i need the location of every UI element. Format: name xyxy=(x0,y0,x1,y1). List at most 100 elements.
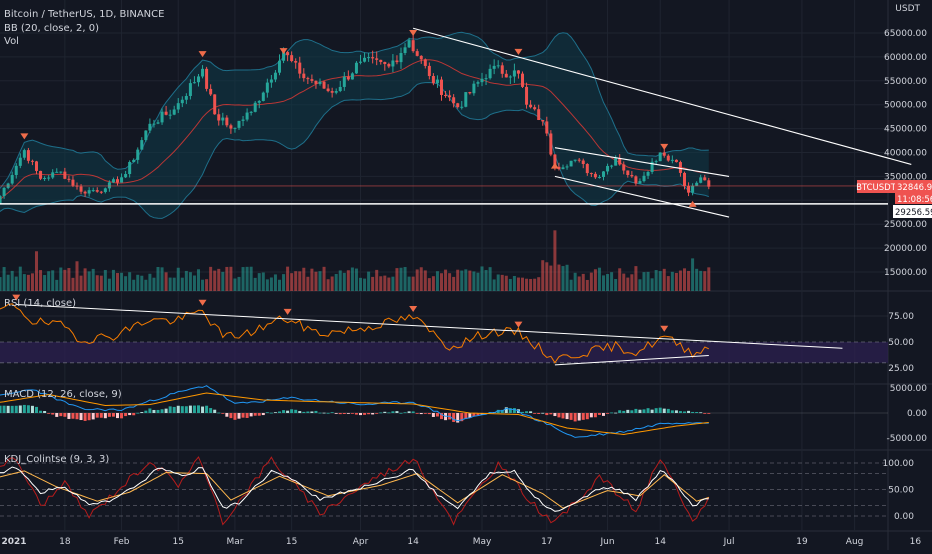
macd-histogram-bar xyxy=(346,413,350,414)
marker-below xyxy=(550,162,559,169)
candle-body xyxy=(103,188,107,193)
volume-bar xyxy=(91,268,95,291)
macd-histogram-bar xyxy=(6,405,10,413)
rsi-pane[interactable] xyxy=(0,294,888,366)
macd-histogram-bar xyxy=(512,408,516,413)
time-axis-tick: 19 xyxy=(796,537,808,547)
candle-body xyxy=(391,60,395,67)
volume-bar xyxy=(359,277,362,291)
volume-bar xyxy=(120,272,124,291)
candle-body xyxy=(261,92,265,101)
time-axis-tick: 15 xyxy=(286,537,297,547)
candle-body xyxy=(290,55,294,62)
candle-body xyxy=(136,149,140,160)
candle-body xyxy=(650,161,654,172)
volume-bar xyxy=(26,274,30,291)
macd-histogram-bar xyxy=(10,405,14,413)
time-axis-tick: Feb xyxy=(114,537,130,547)
candle-body xyxy=(581,160,585,165)
macd-axis-tick: 0.00 xyxy=(907,409,927,419)
kdj-pane[interactable] xyxy=(0,456,888,526)
macd-histogram-bar xyxy=(257,413,261,416)
candle-body xyxy=(79,186,83,192)
volume-bar xyxy=(395,268,399,291)
candle-body xyxy=(549,133,553,155)
macd-histogram-bar xyxy=(662,408,666,413)
macd-histogram-bar xyxy=(642,409,646,413)
price-axis[interactable]: 15000.00 20000.00 25000.00 35000.00 40000.00… xyxy=(883,29,928,522)
price-tag-bg xyxy=(895,180,932,193)
candle-body xyxy=(440,79,443,95)
macd-pane[interactable] xyxy=(0,385,888,438)
volume-bar xyxy=(156,266,160,291)
volume-bar xyxy=(472,271,476,291)
time-axis[interactable]: 2021 18 Feb 15 Mar 15 Apr 14 May 17 Jun 14 Jul 19 Aug 1… xyxy=(1,537,921,547)
candle-body xyxy=(468,92,472,94)
time-axis-tick: 18 xyxy=(59,537,71,547)
candle-body xyxy=(35,161,38,171)
volume-bar xyxy=(666,276,670,291)
candle-body xyxy=(634,176,638,184)
candle-body xyxy=(63,171,67,179)
rsi-legend[interactable]: RSI (14, close) xyxy=(4,298,76,309)
volume-bar xyxy=(626,277,630,291)
macd-histogram-bar xyxy=(634,408,638,413)
volume-bar xyxy=(221,271,225,291)
candle-body xyxy=(521,73,524,87)
rsi-trendline xyxy=(554,355,709,366)
macd-histogram-bar xyxy=(650,409,654,413)
macd-histogram-bar xyxy=(537,413,541,414)
volume-bar xyxy=(290,273,294,291)
candle-body xyxy=(160,111,164,123)
volume-bar xyxy=(233,278,237,291)
candlesticks[interactable] xyxy=(0,33,711,205)
drawing-lines[interactable] xyxy=(0,27,912,218)
time-axis-tick: 14 xyxy=(654,537,666,547)
time-axis-tick: Jul xyxy=(723,537,735,547)
candle-body xyxy=(504,73,508,78)
volume-bar xyxy=(144,279,148,291)
volume-bar xyxy=(273,274,277,291)
macd-histogram-bar xyxy=(306,411,310,413)
volume-bar xyxy=(565,264,569,291)
macd-histogram-bar xyxy=(269,412,273,414)
volume-bar xyxy=(695,268,699,291)
candle-body xyxy=(298,62,302,74)
macd-histogram-bar xyxy=(399,412,403,414)
candle-body xyxy=(387,64,391,67)
price-axis-tick: 65000.00 xyxy=(884,29,927,39)
volume-bar xyxy=(492,279,496,291)
candle-body xyxy=(508,76,512,78)
candle-body xyxy=(278,60,281,73)
volume-bar xyxy=(399,267,403,291)
volume-bar xyxy=(346,270,350,291)
candle-body xyxy=(533,107,537,110)
candle-body xyxy=(610,165,614,167)
candle-body xyxy=(156,122,160,124)
candle-body xyxy=(249,111,253,113)
candle-body xyxy=(456,103,460,108)
candle-body xyxy=(403,47,407,54)
candle-body xyxy=(642,175,646,182)
marker-below xyxy=(688,200,697,207)
kdj-axis-tick: 50.00 xyxy=(888,486,914,496)
kdj-legend[interactable]: KDJ_Colintse (9, 3, 3) xyxy=(4,454,109,465)
kdj-axis-tick: 0.00 xyxy=(894,512,914,522)
macd-histogram-bar xyxy=(581,413,585,420)
macd-histogram-bar xyxy=(201,406,205,413)
rsi-marker xyxy=(12,294,21,301)
symbol-title[interactable]: Bitcoin / TetherUS, 1D, BINANCE xyxy=(4,9,164,20)
volume-bar xyxy=(116,273,119,291)
macd-histogram-bar xyxy=(261,413,265,416)
macd-legend[interactable]: MACD (12, 26, close, 9) xyxy=(4,389,122,400)
volume-bar xyxy=(533,278,537,291)
bb-legend[interactable]: BB (20, close, 2, 0) xyxy=(4,23,99,34)
macd-histogram-bar xyxy=(687,410,691,413)
volume-bar xyxy=(367,271,371,291)
candle-body xyxy=(512,70,516,77)
volume-bar xyxy=(2,267,6,291)
volume-legend[interactable]: Vol xyxy=(4,36,19,47)
macd-histogram-bar xyxy=(99,413,103,418)
